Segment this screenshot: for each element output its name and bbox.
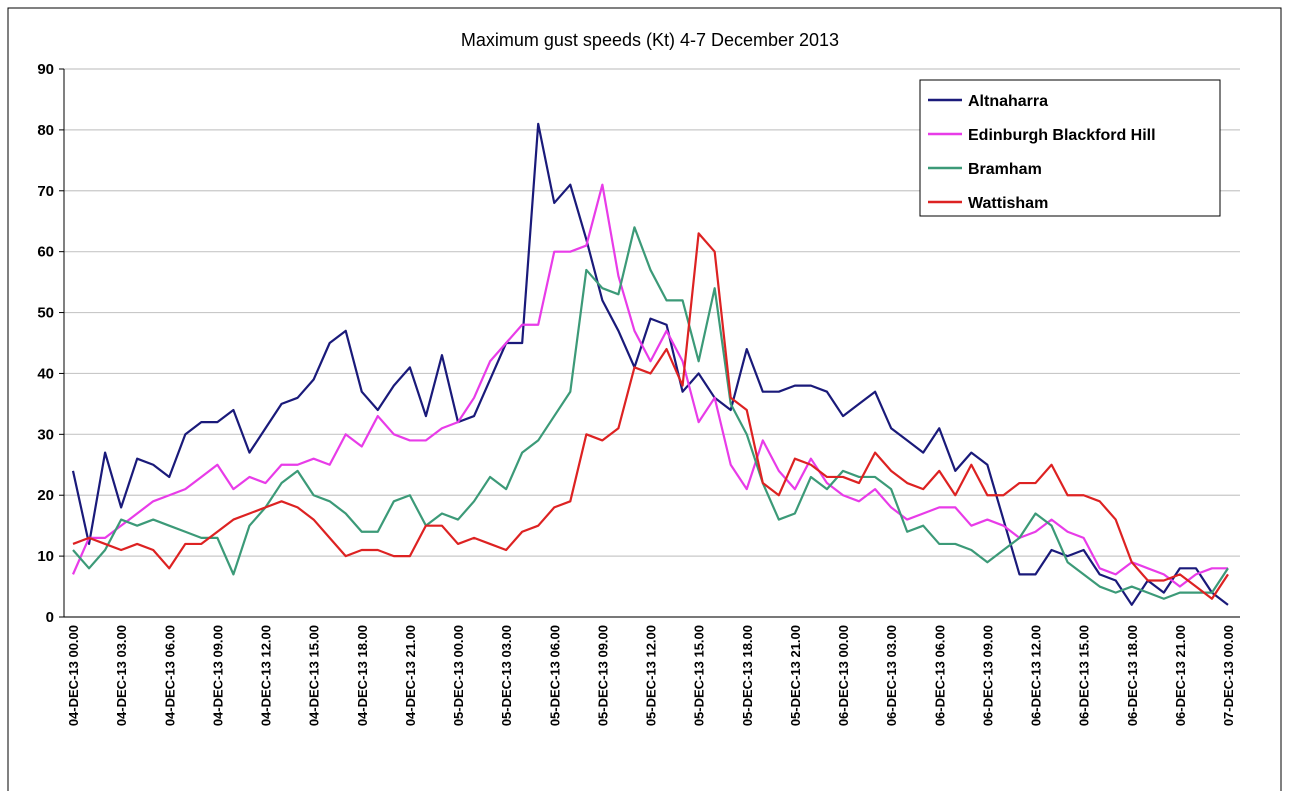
x-tick-label: 05-DEC-13 03.00 (499, 625, 514, 726)
x-tick-label: 04-DEC-13 12.00 (259, 625, 274, 726)
y-tick-label: 0 (46, 609, 54, 626)
x-tick-label: 04-DEC-13 09.00 (210, 625, 225, 726)
x-tick-label: 05-DEC-13 21.00 (788, 625, 803, 726)
y-tick-label: 30 (37, 426, 54, 443)
y-tick-label: 50 (37, 305, 54, 322)
x-tick-label: 07-DEC-13 00.00 (1221, 625, 1236, 726)
x-tick-label: 06-DEC-13 21.00 (1173, 625, 1188, 726)
x-tick-label: 05-DEC-13 12.00 (644, 625, 659, 726)
x-tick-label: 05-DEC-13 15.00 (692, 625, 707, 726)
chart-border (7, 7, 1282, 791)
x-tick-label: 06-DEC-13 09.00 (980, 625, 995, 726)
legend-label: Bramham (968, 161, 1042, 178)
x-tick-label: 04-DEC-13 18.00 (355, 625, 370, 726)
series-line (71, 183, 1228, 588)
legend-box (919, 79, 1221, 217)
x-tick-label: 06-DEC-13 06.00 (932, 625, 947, 726)
x-tick-label: 06-DEC-13 00.00 (836, 625, 851, 726)
y-tick-label: 10 (37, 548, 54, 565)
y-tick-label: 80 (37, 122, 54, 139)
legend-label: Wattisham (968, 195, 1048, 212)
x-tick-label: 05-DEC-13 09.00 (595, 625, 610, 726)
series-line (72, 232, 1229, 600)
x-tick-label: 04-DEC-13 00.00 (66, 625, 81, 726)
y-tick-label: 60 (37, 244, 54, 261)
x-tick-label: 06-DEC-13 15.00 (1077, 625, 1092, 726)
series-line (72, 226, 1229, 600)
y-tick-label: 90 (37, 61, 54, 78)
x-tick-label: 05-DEC-13 18.00 (740, 625, 755, 726)
y-tick-label: 40 (37, 365, 54, 382)
y-tick-label: 70 (37, 183, 54, 200)
legend-label: Edinburgh Blackford Hill (968, 127, 1156, 144)
chart-title: Maximum gust speeds (Kt) 4-7 December 20… (461, 30, 839, 50)
x-tick-label: 04-DEC-13 15.00 (307, 625, 322, 726)
x-tick-label: 04-DEC-13 06.00 (162, 625, 177, 726)
x-tick-label: 04-DEC-13 21.00 (403, 625, 418, 726)
x-tick-label: 06-DEC-13 18.00 (1125, 625, 1140, 726)
x-tick-label: 04-DEC-13 03.00 (114, 625, 129, 726)
y-tick-label: 20 (37, 487, 54, 504)
x-tick-label: 06-DEC-13 12.00 (1029, 625, 1044, 726)
series-line (71, 122, 1229, 606)
x-tick-label: 06-DEC-13 03.00 (884, 625, 899, 726)
legend-label: Altnaharra (968, 93, 1048, 110)
x-tick-label: 05-DEC-13 06.00 (547, 625, 562, 726)
x-tick-label: 05-DEC-13 00.00 (451, 625, 466, 726)
